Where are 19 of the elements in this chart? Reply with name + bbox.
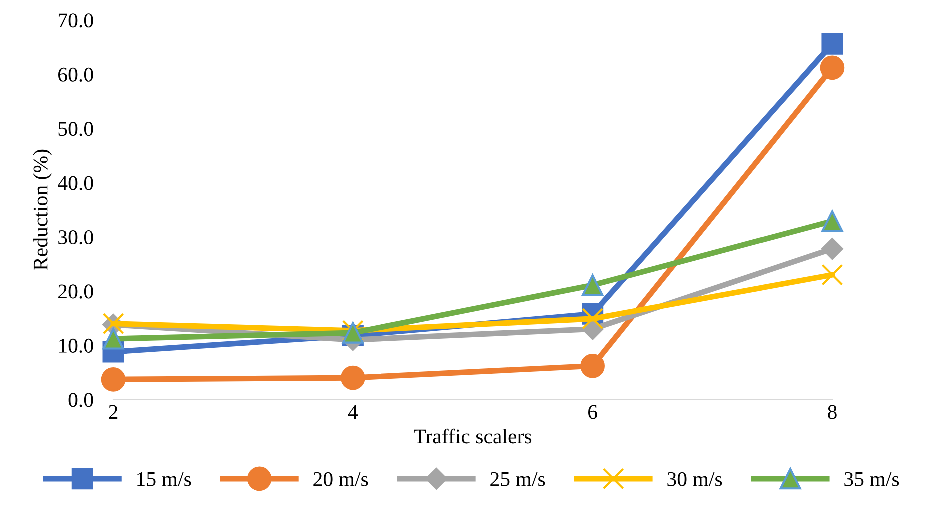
y-tick-label: 10.0 <box>59 338 94 354</box>
legend-label: 20 m/s <box>314 472 368 486</box>
x-axis-title: Traffic scalers <box>414 428 532 444</box>
y-tick-label: 50.0 <box>58 122 94 136</box>
y-tick-label: 20.0 <box>58 284 94 299</box>
y-tick-label: 40.0 <box>58 176 94 190</box>
x-tick-label: 2 <box>109 405 118 420</box>
y-tick-label: 0.0 <box>68 393 94 408</box>
y-tick-label: 30.0 <box>58 230 94 245</box>
legend-label: 15 m/s <box>138 472 192 486</box>
legend-label: 30 m/s <box>668 472 722 486</box>
legend-label: 35 m/s <box>844 472 900 486</box>
legend-label: 25 m/s <box>490 472 546 486</box>
x-tick-label: 8 <box>828 405 837 420</box>
x-tick-label: 6 <box>588 405 598 420</box>
y-axis-title: Reduction (%) <box>33 150 52 270</box>
x-tick-label: 4 <box>348 405 358 420</box>
y-tick-label: 60.0 <box>58 68 94 82</box>
y-tick-label: 70.0 <box>58 14 94 28</box>
